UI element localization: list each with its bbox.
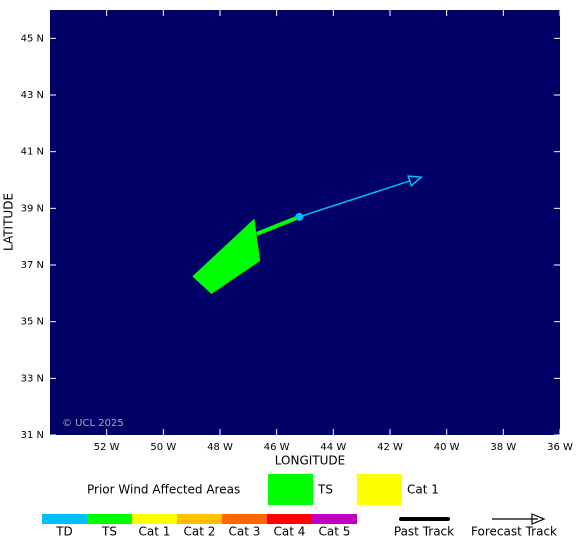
y-tick-label: 31 N [21,430,44,441]
x-tick-label: 48 W [207,442,233,453]
x-tick-label: 46 W [264,442,290,453]
current-position [295,212,304,221]
track-arrowhead [407,175,424,187]
x-tick-label: 40 W [434,442,460,453]
legend-label: Forecast Track [471,525,557,539]
scale-segment [267,514,312,524]
legend-swatch [357,474,402,505]
scale-segment [177,514,222,524]
scale-segment [87,514,132,524]
scale-label: TS [101,525,117,539]
y-tick-label: 41 N [21,147,44,158]
forecast-track-legend-arrow [531,513,546,525]
x-tick-label: 38 W [490,442,516,453]
y-tick-label: 43 N [21,90,44,101]
scale-label: TD [55,525,73,539]
track [256,214,301,236]
y-tick-label: 39 N [21,203,44,214]
scale-label: Cat 2 [184,525,216,539]
map-area [50,10,560,435]
watermark: © UCL 2025 [62,418,124,429]
scale-label: Cat 5 [319,525,351,539]
scale-segment [222,514,267,524]
scale-label: Cat 4 [274,525,306,539]
x-tick-label: 50 W [150,442,176,453]
y-tick-label: 33 N [21,373,44,384]
scale-segment [42,514,87,524]
legend-label: TS [317,483,333,497]
x-axis-label: LONGITUDE [275,454,345,468]
scale-label: Cat 3 [229,525,261,539]
scale-segment [312,514,357,524]
x-tick-label: 52 W [94,442,120,453]
track [299,176,422,218]
legend-title: Prior Wind Affected Areas [87,483,240,497]
legend-label: Past Track [394,525,454,539]
scale-segment [132,514,177,524]
y-axis-label: LATITUDE [2,193,16,251]
scale-label: Cat 1 [139,525,171,539]
wind-area [192,218,261,294]
x-tick-label: 44 W [320,442,346,453]
y-tick-label: 45 N [21,33,44,44]
x-tick-label: 36 W [547,442,573,453]
y-tick-label: 35 N [21,317,44,328]
legend-label: Cat 1 [407,483,439,497]
x-tick-label: 42 W [377,442,403,453]
y-tick-label: 37 N [21,260,44,271]
legend-swatch [268,474,313,505]
